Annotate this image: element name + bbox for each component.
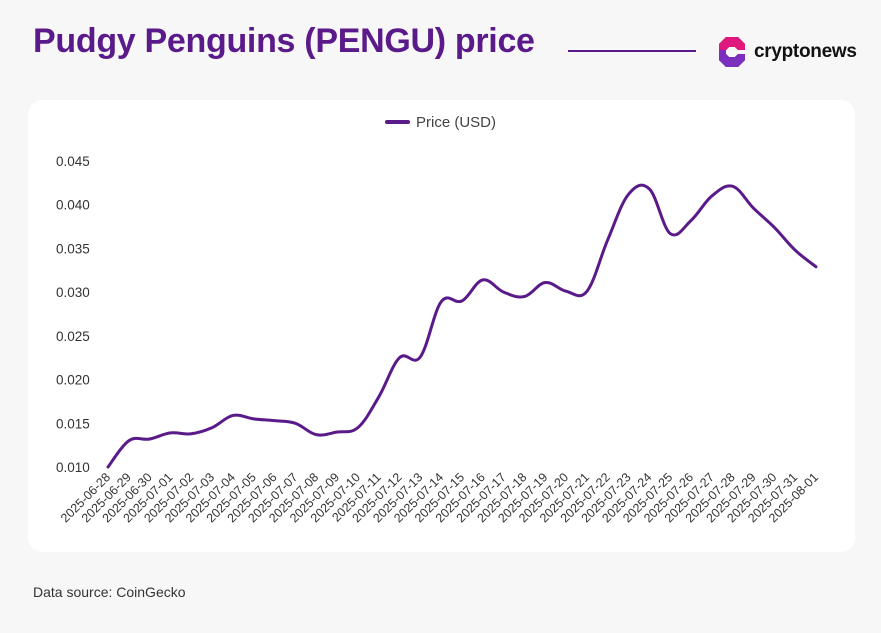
legend-label: Price (USD) <box>416 114 496 131</box>
page-title: Pudgy Penguins (PENGU) price <box>33 22 535 60</box>
y-tick-label: 0.020 <box>56 373 90 388</box>
y-tick-label: 0.035 <box>56 241 90 256</box>
y-tick-label: 0.010 <box>56 460 90 475</box>
y-tick-label: 0.015 <box>56 416 90 431</box>
y-tick-label: 0.025 <box>56 329 90 344</box>
title-divider <box>568 50 696 52</box>
cryptonews-logo-icon <box>719 37 745 67</box>
y-tick-label: 0.040 <box>56 198 90 213</box>
y-tick-label: 0.030 <box>56 285 90 300</box>
data-source: Data source: CoinGecko <box>33 584 186 600</box>
y-tick-label: 0.045 <box>56 154 90 169</box>
brand-logo-group[interactable]: cryptonews <box>716 35 857 69</box>
series-line-price <box>106 183 818 469</box>
price-line-chart: Price (USD) 0.010 0.015 0.020 0.025 0.030 0.03… <box>56 114 821 525</box>
chart-card: Price (USD) 0.010 0.015 0.020 0.025 0.030 0.03… <box>28 100 855 552</box>
brand-name: cryptonews <box>754 41 857 62</box>
legend: Price (USD) <box>385 114 496 131</box>
